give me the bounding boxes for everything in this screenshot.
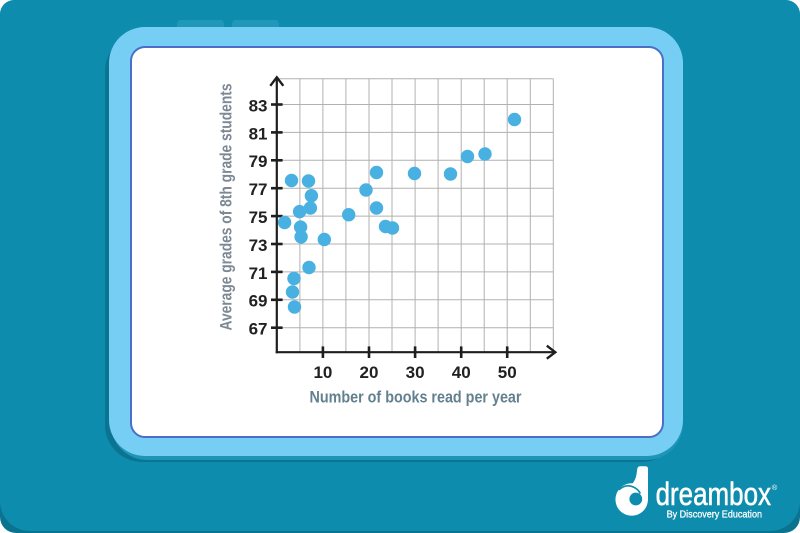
svg-text:67: 67 [249, 320, 268, 339]
svg-text:40: 40 [452, 363, 471, 382]
svg-text:Average grades of 8th grade st: Average grades of 8th grade students [218, 84, 236, 331]
svg-text:73: 73 [249, 236, 268, 255]
svg-text:30: 30 [406, 363, 425, 382]
svg-text:By Discovery Education: By Discovery Education [667, 509, 763, 521]
svg-text:50: 50 [498, 363, 517, 382]
svg-text:79: 79 [249, 152, 268, 171]
svg-text:Number of books read per year: Number of books read per year [310, 389, 522, 407]
svg-text:69: 69 [249, 292, 268, 311]
svg-text:10: 10 [313, 363, 332, 382]
svg-text:83: 83 [249, 96, 268, 115]
svg-text:71: 71 [249, 264, 268, 283]
svg-text:dreambox: dreambox [656, 476, 771, 512]
svg-text:77: 77 [249, 180, 268, 199]
svg-text:20: 20 [360, 363, 379, 382]
svg-text:®: ® [772, 483, 778, 492]
svg-text:75: 75 [249, 208, 268, 227]
svg-text:81: 81 [249, 124, 268, 143]
